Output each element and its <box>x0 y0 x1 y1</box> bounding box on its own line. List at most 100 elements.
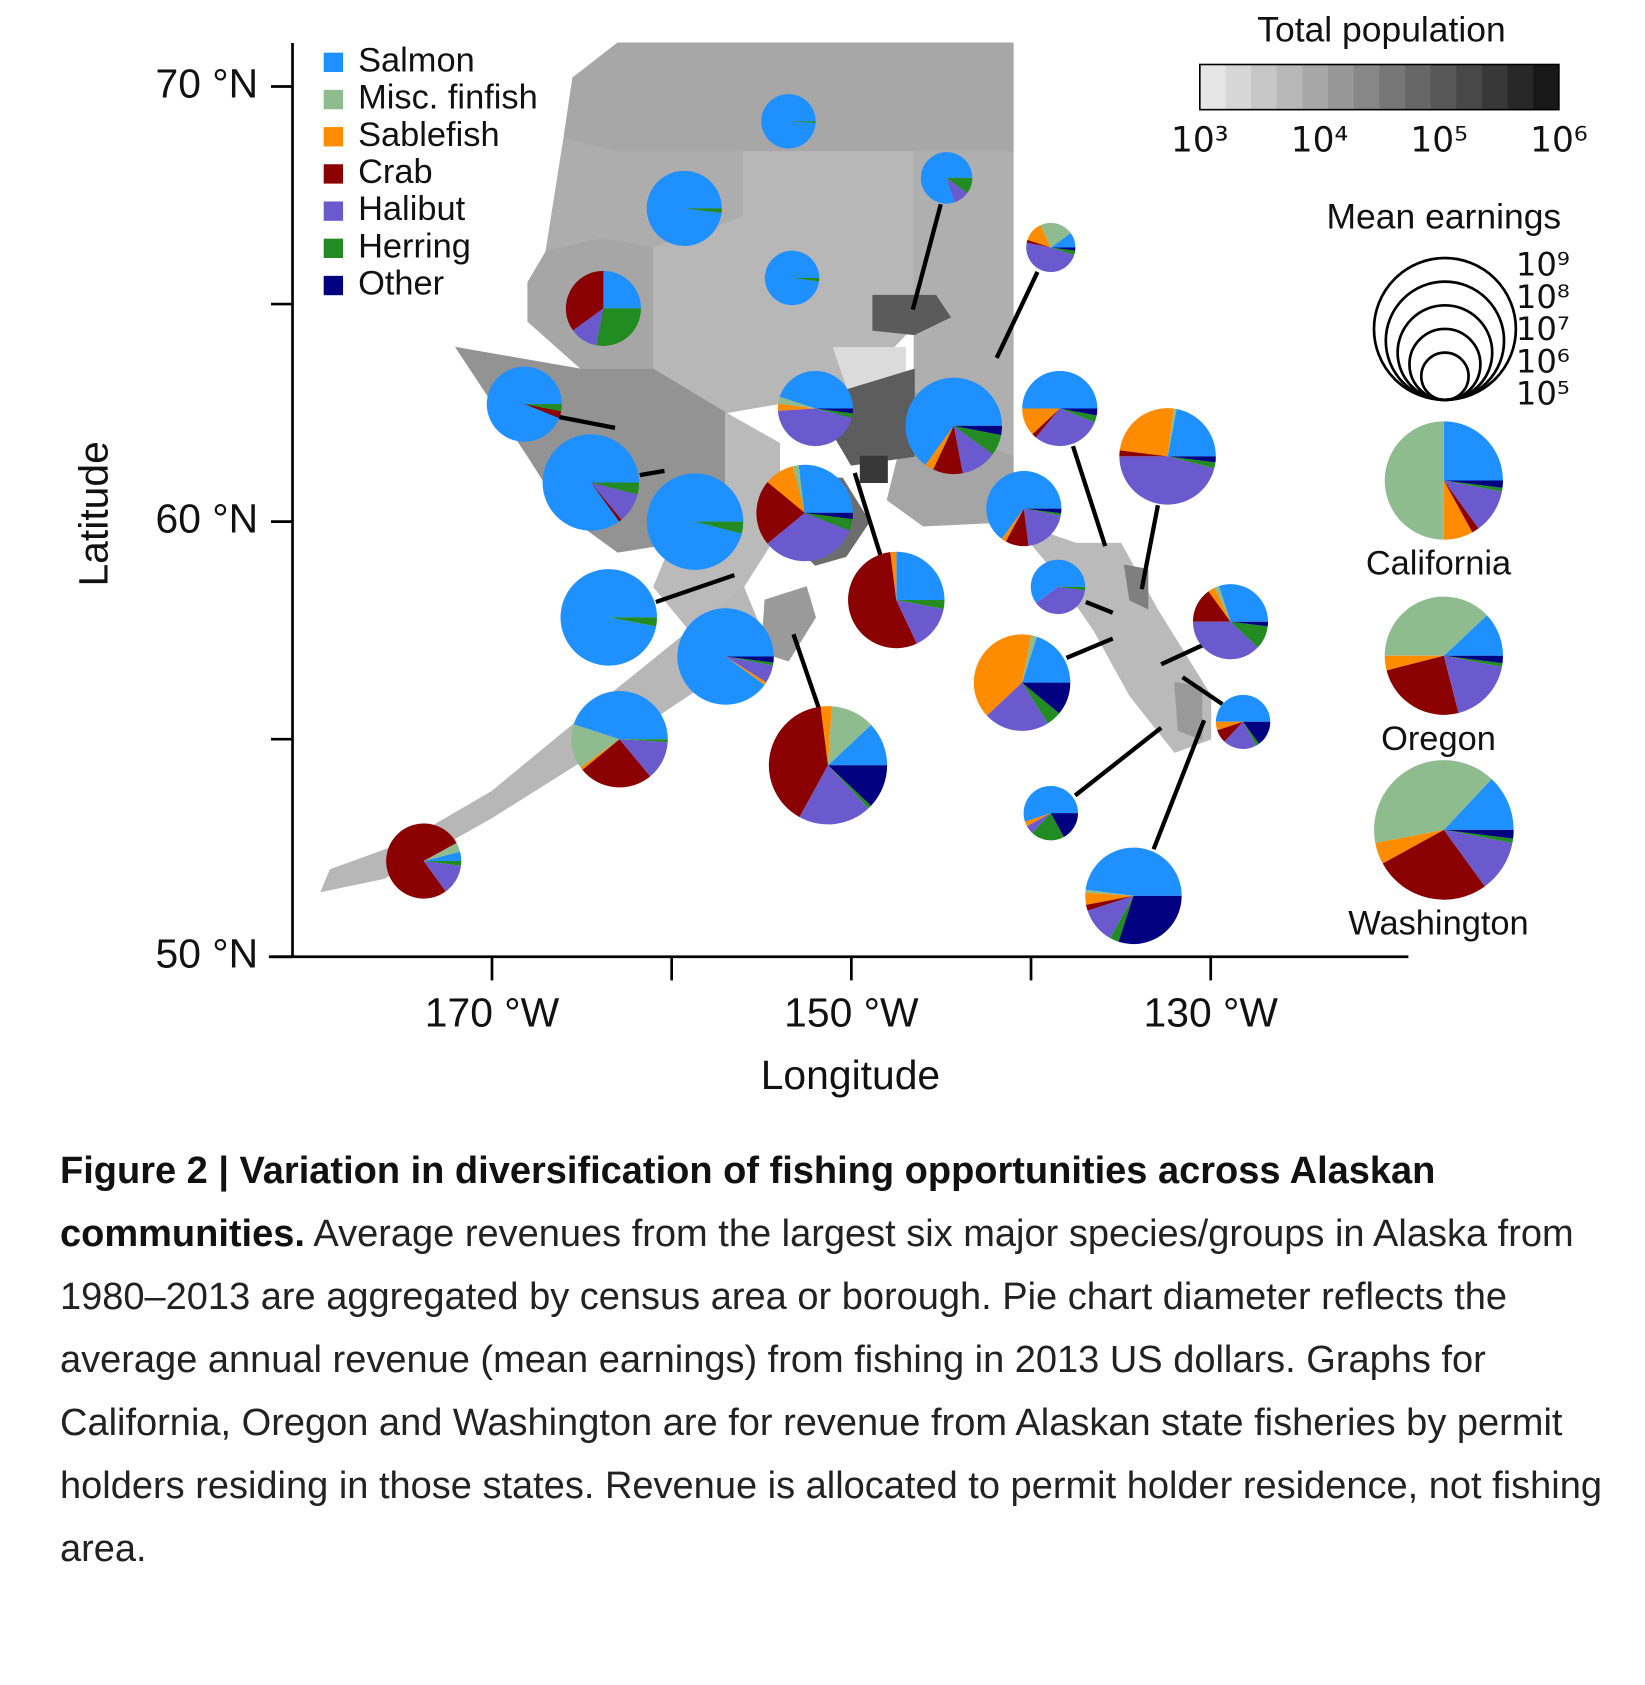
pie-slice <box>1382 829 1485 900</box>
pie-slice <box>1022 408 1060 435</box>
leader-line <box>994 271 1040 359</box>
colorbar-tick-label: 10³ <box>1171 120 1229 160</box>
pie-slice <box>1032 813 1064 841</box>
colorbar-step <box>1430 64 1457 110</box>
y-tick-label: 50 °N <box>156 931 259 977</box>
pie <box>1215 694 1271 749</box>
pie-slice <box>1085 889 1134 896</box>
pie-slice <box>779 370 853 409</box>
pie-slice <box>1022 636 1071 683</box>
leader-line <box>1151 719 1207 851</box>
x-axis-label: Longitude <box>761 1052 940 1098</box>
leader-line <box>655 573 736 605</box>
legend-label: Halibut <box>358 190 465 228</box>
colorbar-step <box>1302 64 1329 110</box>
pie-slice <box>1215 721 1244 731</box>
legend-label: Salmon <box>358 41 475 79</box>
map-region <box>1174 681 1203 740</box>
pie-slice <box>590 482 638 520</box>
pie-slice <box>677 608 774 705</box>
pie-slice <box>1243 721 1260 746</box>
pie-slice <box>423 851 462 862</box>
pie-slice <box>1119 450 1168 457</box>
legend-label: Misc. finfish <box>358 79 538 117</box>
colorbar-step <box>1481 64 1509 110</box>
pie-slice <box>1386 655 1459 715</box>
pie-slice <box>1059 408 1097 423</box>
pie-slice <box>788 121 816 124</box>
colorbar-step <box>1533 64 1560 110</box>
pie-slice <box>1230 621 1269 627</box>
pie <box>848 551 945 649</box>
pie-slice <box>1192 621 1258 660</box>
pie-slice <box>423 861 462 866</box>
pie <box>764 250 820 306</box>
pie <box>1119 408 1216 505</box>
pie-slice <box>580 739 620 770</box>
chart: 50 °N 60 °N 70 °N 170 °W 150 °W 130 °W Longit… <box>71 10 1588 1098</box>
pie-slice <box>725 656 773 683</box>
pie-slice <box>1443 480 1502 529</box>
y-tick-label: 60 °N <box>156 495 259 541</box>
pie-slice <box>848 552 917 649</box>
leader-line <box>1065 636 1114 660</box>
pie-slice <box>1384 655 1444 671</box>
earnings-label: 10⁹ <box>1516 246 1570 284</box>
pie-slice <box>725 656 774 663</box>
leader-line <box>852 472 884 560</box>
pie <box>761 94 816 149</box>
pie-slice <box>933 425 963 475</box>
pie-slice <box>646 170 722 246</box>
pie-slice <box>1208 587 1231 622</box>
pie-slice <box>1032 408 1060 438</box>
pie-slice <box>619 739 668 743</box>
axes: 50 °N 60 °N 70 °N 170 °W 150 °W 130 °W <box>156 43 1409 1036</box>
pie-slice <box>1057 586 1086 591</box>
pie-slice <box>572 308 604 346</box>
pie-slice <box>1119 408 1174 457</box>
pie <box>542 434 640 531</box>
pie-slice <box>1027 225 1051 248</box>
legend-swatch <box>323 127 344 147</box>
pie-slice <box>1030 559 1086 603</box>
pie-slice <box>590 482 622 522</box>
pie <box>1192 584 1269 660</box>
pie-slice <box>1026 813 1051 833</box>
pie-slice <box>896 599 944 644</box>
pie-slice <box>1218 584 1269 622</box>
pie-slice <box>815 408 853 418</box>
pie-slice <box>827 765 872 809</box>
pie-slice <box>1001 508 1024 542</box>
pie-slice <box>1374 760 1492 843</box>
pie-slice <box>815 408 853 414</box>
pie-slice <box>725 656 774 666</box>
pie-slice <box>1443 480 1503 488</box>
pie-slice <box>953 425 993 474</box>
pie-slice <box>896 599 945 609</box>
pie-slice <box>1443 480 1473 540</box>
pie-slice <box>764 250 820 306</box>
pie-slice <box>1050 813 1079 838</box>
pie-slice <box>1023 785 1079 822</box>
pie-slice <box>798 464 853 513</box>
pie-slice <box>1167 408 1177 457</box>
pie-slice <box>646 473 744 570</box>
pie-slice <box>1005 508 1029 547</box>
pie <box>1030 559 1086 615</box>
colorbar-step <box>1251 64 1278 110</box>
colorbar-step <box>1276 64 1303 110</box>
pie-slice <box>1384 596 1487 656</box>
pie-slice <box>695 521 744 534</box>
pie-slice <box>1026 242 1075 273</box>
leader-line <box>1073 726 1163 798</box>
state-label: Washington <box>1348 905 1528 943</box>
pie-slice <box>1167 456 1216 469</box>
pie-slice <box>827 706 872 766</box>
pie <box>646 170 722 246</box>
pie <box>1026 222 1076 273</box>
pie-slice <box>423 842 461 862</box>
pie <box>920 152 973 204</box>
pie <box>677 608 774 705</box>
